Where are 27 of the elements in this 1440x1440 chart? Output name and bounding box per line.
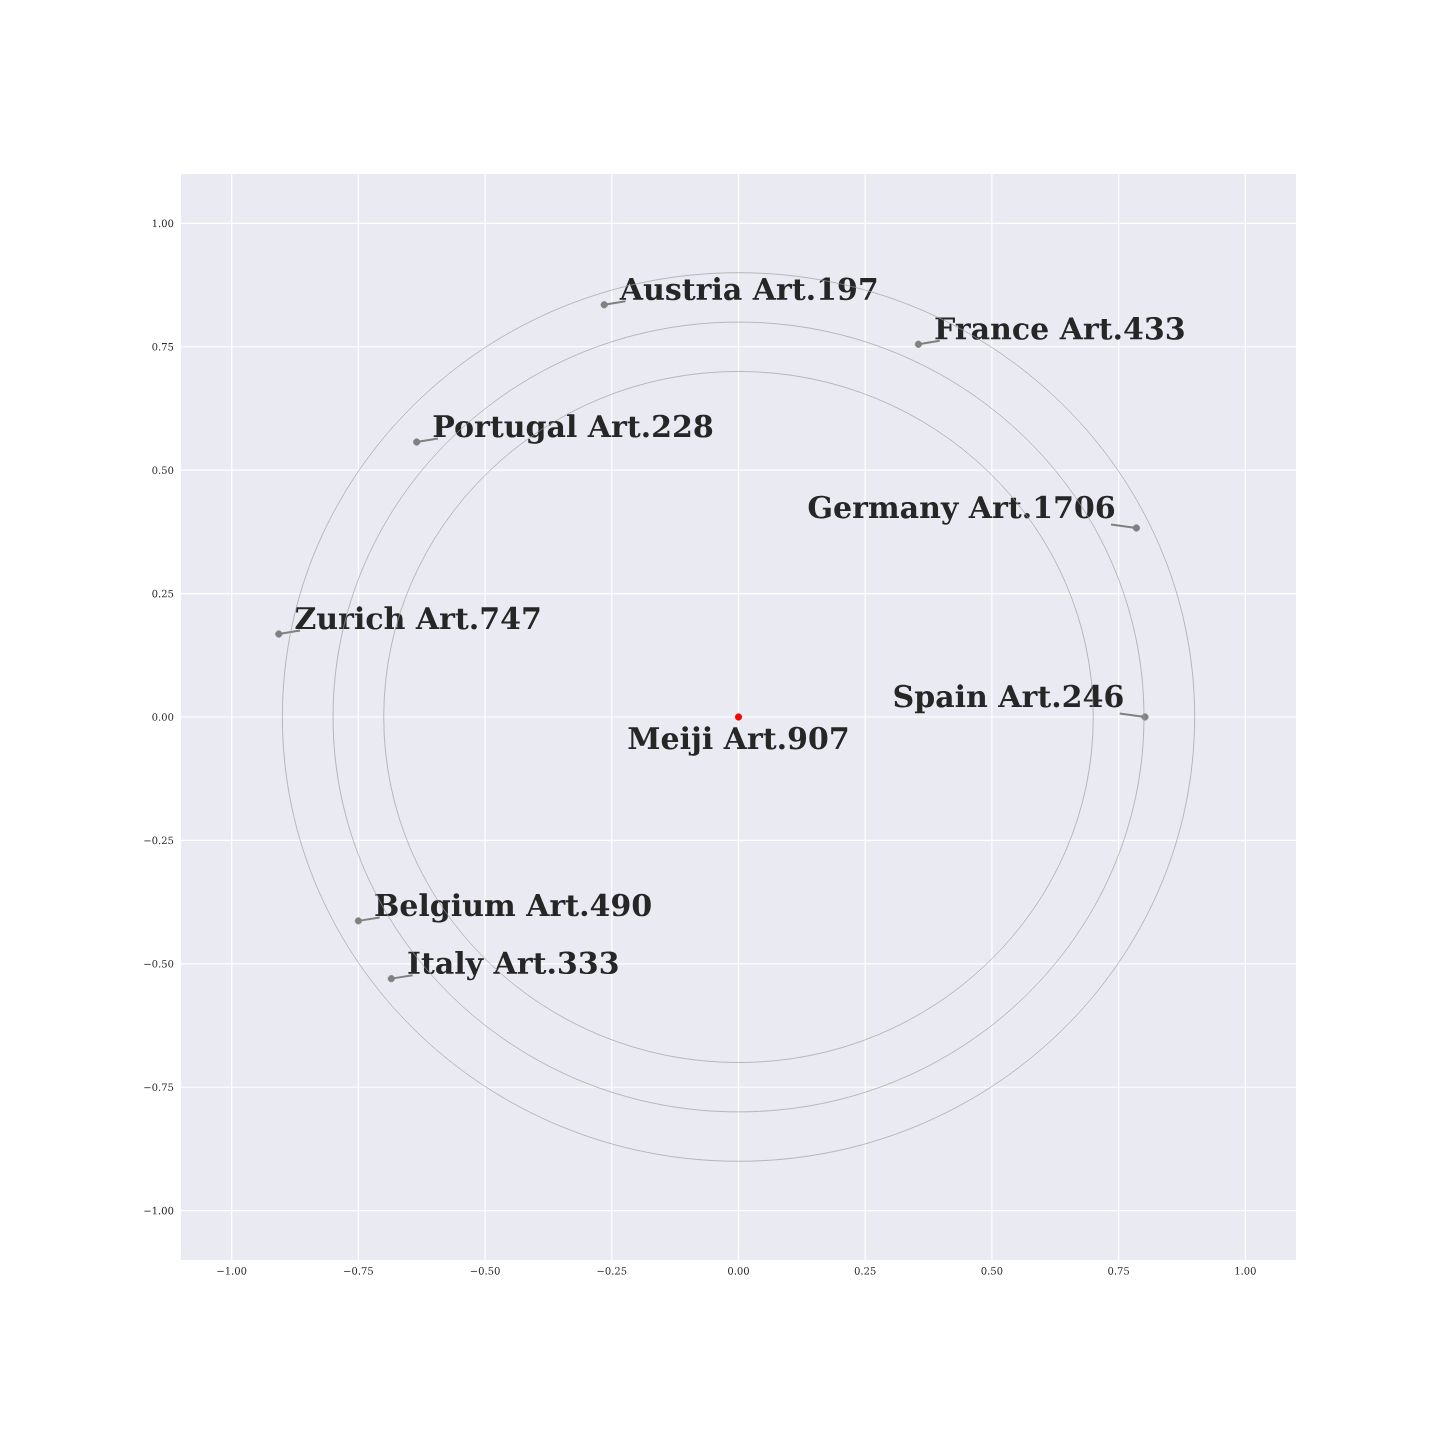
y-tick-label: 0.00: [152, 713, 174, 721]
annotation: Portugal Art.228: [433, 414, 713, 444]
x-tick-label: 0.00: [728, 1267, 749, 1275]
y-tick-label: −1.00: [144, 1206, 174, 1215]
x-tick-label: −0.25: [597, 1267, 627, 1275]
annotation: Spain Art.246: [894, 684, 1123, 714]
x-tick-label: 0.75: [1108, 1267, 1129, 1275]
annotation: Zurich Art.747: [295, 606, 540, 630]
y-tick-label: −0.25: [144, 836, 174, 845]
x-tick-label: 0.50: [981, 1267, 1003, 1275]
y-tick-label: 0.50: [152, 466, 174, 474]
x-tick-label: −0.50: [470, 1267, 500, 1275]
y-tick-label: 0.25: [152, 589, 174, 598]
y-tick-label: 1.00: [152, 219, 174, 228]
annotation: Austria Art.197: [619, 277, 877, 301]
y-tick-label: −0.75: [144, 1083, 174, 1092]
y-tick-label: −0.50: [144, 960, 174, 968]
x-tick-label: 1.00: [1235, 1267, 1256, 1275]
x-tick-label: 0.25: [854, 1267, 876, 1275]
x-tick-label: −1.00: [217, 1267, 247, 1275]
annotation: France Art.433: [935, 317, 1184, 340]
y-tick-label: 0.75: [152, 342, 174, 351]
annotation: Italy Art.333: [408, 950, 618, 981]
annotation: Meiji Art.907: [628, 726, 848, 756]
x-tick-label: −0.75: [344, 1267, 373, 1275]
annotation: Germany Art.1706: [808, 495, 1115, 525]
annotation: Belgium Art.490: [375, 893, 651, 923]
